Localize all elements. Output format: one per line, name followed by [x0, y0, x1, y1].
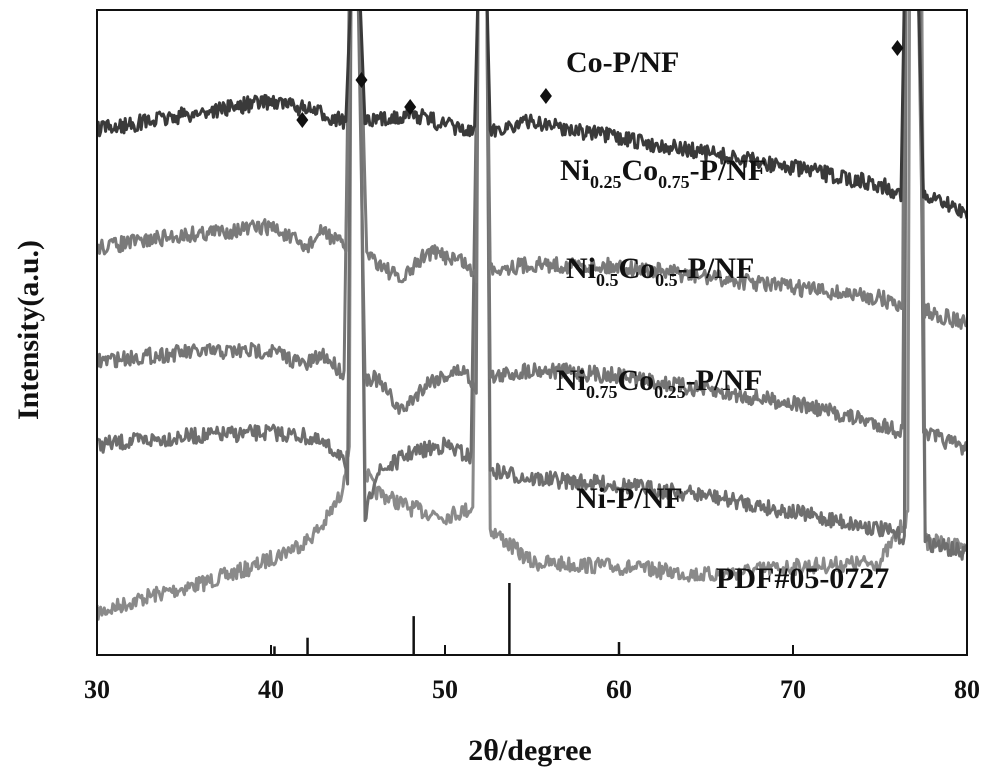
series-trace [97, 10, 967, 219]
reference-lines [273, 583, 621, 655]
x-tick-label: 40 [258, 675, 284, 704]
diamond-marker [296, 112, 309, 128]
series-trace [97, 10, 967, 621]
x-tick-label: 50 [432, 675, 458, 704]
diamond-marker [891, 40, 904, 56]
x-tick-label: 80 [954, 675, 980, 704]
series-group [97, 10, 967, 621]
y-axis-label: Intensity(a.u.) [12, 240, 45, 420]
diamond-marker [355, 72, 368, 88]
diamond-marker [539, 88, 552, 104]
series-trace [97, 10, 967, 561]
x-axis-ticks: 30 40 50 60 70 80 [84, 645, 980, 704]
series-label: Ni-P/NF [576, 482, 683, 515]
x-axis-label: 2θ/degree [468, 734, 591, 767]
series-trace [97, 10, 967, 330]
plot-frame [96, 9, 968, 656]
series-label: Co-P/NF [566, 46, 679, 79]
series-trace [97, 10, 967, 456]
x-tick-label: 70 [780, 675, 806, 704]
x-tick-label: 60 [606, 675, 632, 704]
series-label: Ni0.5Co0.5-P/NF [566, 252, 754, 290]
series-label: Ni0.25Co0.75-P/NF [560, 154, 766, 192]
series-labels: Co-P/NF Ni0.25Co0.75-P/NF Ni0.5Co0.5-P/NF N… [556, 46, 766, 515]
diamond-marker [404, 99, 417, 115]
diamond-markers [296, 40, 904, 128]
x-tick-label: 30 [84, 675, 110, 704]
reference-label: PDF#05-0727 [716, 562, 889, 595]
series-label: Ni0.75Co0.25-P/NF [556, 364, 762, 402]
